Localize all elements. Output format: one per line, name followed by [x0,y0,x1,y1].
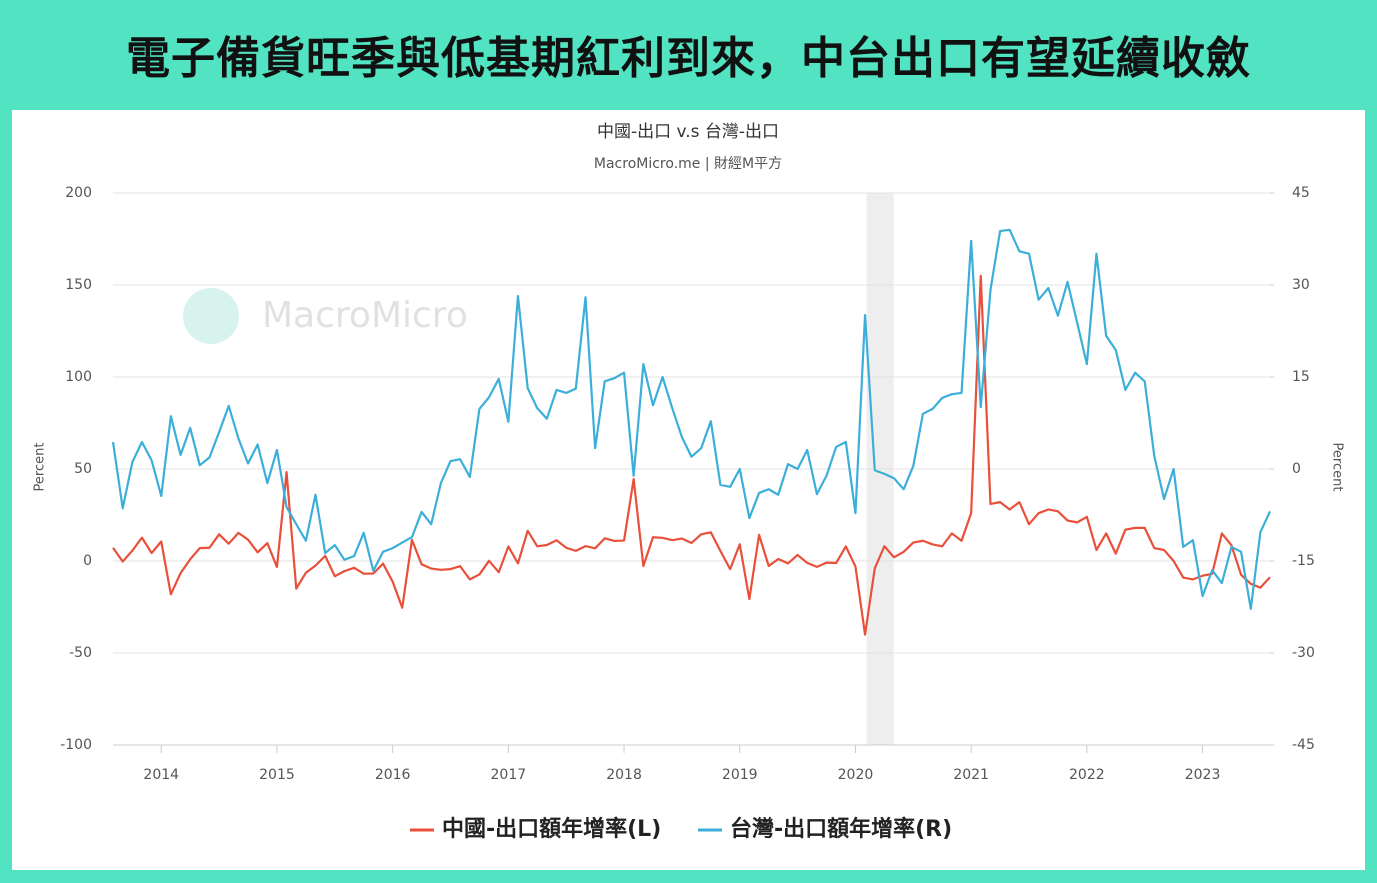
watermark: MacroMicro [183,288,468,344]
y2-tick-label: -30 [1292,645,1315,661]
series-line [112,274,1271,636]
x-tick-label: 2019 [722,767,758,783]
legend-label: 中國-出口額年增率(L) [442,816,661,842]
x-tick-label: 2023 [1185,767,1221,783]
x-tick-label: 2014 [143,767,179,783]
x-tick-label: 2021 [953,767,989,783]
watermark-text: MacroMicro [262,295,468,336]
x-tick-label: 2016 [375,767,411,783]
y-tick-label: 50 [74,461,92,477]
chart-title: 中國-出口 v.s 台灣-出口 [597,122,779,142]
y2-tick-label: -15 [1292,553,1315,569]
y-tick-label: -50 [69,645,92,661]
y2-tick-label: 15 [1292,369,1310,385]
y-tick-label: 0 [83,553,92,569]
y2-tick-label: 0 [1292,461,1301,477]
page-title: 電子備貨旺季與低基期紅利到來，中台出口有望延續收斂 [126,33,1251,84]
y-tick-label: 150 [65,277,92,293]
y2-axis-label: Percent [1330,443,1345,492]
legend-label: 台灣-出口額年增率(R) [730,816,952,842]
x-tick-label: 2022 [1069,767,1105,783]
y2-tick-label: -45 [1292,737,1315,753]
x-tick-label: 2015 [259,767,295,783]
watermark-logo [183,288,239,344]
legend: 中國-出口額年增率(L) 台灣-出口額年增率(R) [410,816,952,842]
chart-panel [12,110,1365,870]
y2-tick-label: 30 [1292,277,1310,293]
x-tick-label: 2020 [838,767,874,783]
y-tick-label: 200 [65,185,92,201]
x-tick-label: 2017 [491,767,527,783]
y-tick-label: -100 [60,737,92,753]
y2-tick-label: 45 [1292,185,1310,201]
chart-subtitle: MacroMicro.me | 財經M平方 [594,156,782,172]
x-tick-label: 2018 [606,767,642,783]
y-tick-label: 100 [65,369,92,385]
series-line [111,228,1271,610]
y-axis-label: Percent [33,443,48,492]
